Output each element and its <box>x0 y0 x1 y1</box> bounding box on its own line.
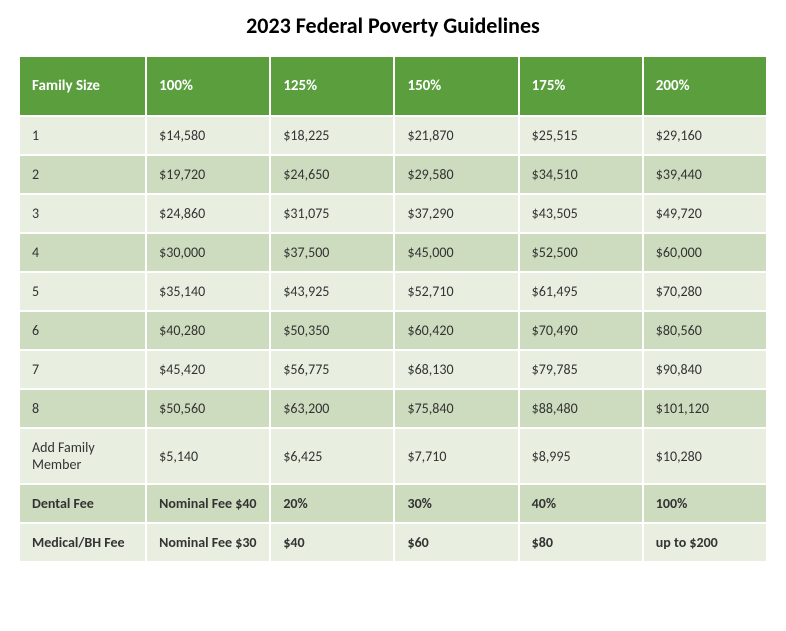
table-row: 6$40,280$50,350$60,420$70,490$80,560 <box>19 311 767 350</box>
table-cell: 20% <box>270 484 394 523</box>
table-cell: 4 <box>19 233 146 272</box>
table-cell: $24,650 <box>270 155 394 194</box>
table-row: 4$30,000$37,500$45,000$52,500$60,000 <box>19 233 767 272</box>
table-cell: 1 <box>19 116 146 155</box>
col-header-family-size: Family Size <box>19 56 146 116</box>
table-cell: $75,840 <box>394 389 518 428</box>
table-body: 1$14,580$18,225$21,870$25,515$29,1602$19… <box>19 116 767 562</box>
table-cell: $79,785 <box>519 350 643 389</box>
table-cell: $49,720 <box>643 194 767 233</box>
page-title: 2023 Federal Poverty Guidelines <box>18 12 768 39</box>
table-cell: $37,500 <box>270 233 394 272</box>
col-header-100: 100% <box>146 56 270 116</box>
table-cell: $10,280 <box>643 428 767 484</box>
table-cell: $40,280 <box>146 311 270 350</box>
table-cell: $6,425 <box>270 428 394 484</box>
table-cell: 100% <box>643 484 767 523</box>
table-cell: $43,925 <box>270 272 394 311</box>
table-cell: $52,710 <box>394 272 518 311</box>
col-header-150: 150% <box>394 56 518 116</box>
table-row: Add Family Member$5,140$6,425$7,710$8,99… <box>19 428 767 484</box>
table-row: 5$35,140$43,925$52,710$61,495$70,280 <box>19 272 767 311</box>
table-cell: $63,200 <box>270 389 394 428</box>
table-cell: $30,000 <box>146 233 270 272</box>
table-cell: $18,225 <box>270 116 394 155</box>
table-cell: $70,490 <box>519 311 643 350</box>
table-row: 8$50,560$63,200$75,840$88,480$101,120 <box>19 389 767 428</box>
table-cell: $80 <box>519 523 643 562</box>
table-cell: 6 <box>19 311 146 350</box>
table-row: 3$24,860$31,075$37,290$43,505$49,720 <box>19 194 767 233</box>
table-cell: $5,140 <box>146 428 270 484</box>
table-cell: $50,350 <box>270 311 394 350</box>
table-cell: Medical/BH Fee <box>19 523 146 562</box>
table-cell: 30% <box>394 484 518 523</box>
table-cell: $101,120 <box>643 389 767 428</box>
table-cell: $61,495 <box>519 272 643 311</box>
table-cell: $45,000 <box>394 233 518 272</box>
col-header-200: 200% <box>643 56 767 116</box>
table-cell: Nominal Fee $40 <box>146 484 270 523</box>
table-cell: $40 <box>270 523 394 562</box>
table-cell: $60 <box>394 523 518 562</box>
table-cell: 3 <box>19 194 146 233</box>
col-header-175: 175% <box>519 56 643 116</box>
table-cell: 2 <box>19 155 146 194</box>
table-cell: $29,160 <box>643 116 767 155</box>
table-cell: 5 <box>19 272 146 311</box>
table-cell: $35,140 <box>146 272 270 311</box>
table-cell: $52,500 <box>519 233 643 272</box>
table-cell: $37,290 <box>394 194 518 233</box>
table-cell: $80,560 <box>643 311 767 350</box>
table-row: Medical/BH FeeNominal Fee $30$40$60$80 u… <box>19 523 767 562</box>
table-cell: $21,870 <box>394 116 518 155</box>
table-cell: $43,505 <box>519 194 643 233</box>
table-cell: 40% <box>519 484 643 523</box>
table-cell: Nominal Fee $30 <box>146 523 270 562</box>
table-cell: Dental Fee <box>19 484 146 523</box>
table-cell: $25,515 <box>519 116 643 155</box>
table-cell: $39,440 <box>643 155 767 194</box>
table-cell: $50,560 <box>146 389 270 428</box>
table-cell: Add Family Member <box>19 428 146 484</box>
table-row: 1$14,580$18,225$21,870$25,515$29,160 <box>19 116 767 155</box>
table-cell: 7 <box>19 350 146 389</box>
table-cell: $31,075 <box>270 194 394 233</box>
table-cell: $70,280 <box>643 272 767 311</box>
table-cell: $29,580 <box>394 155 518 194</box>
poverty-guidelines-table: Family Size 100% 125% 150% 175% 200% 1$1… <box>18 55 768 563</box>
table-cell: $24,860 <box>146 194 270 233</box>
table-cell: 8 <box>19 389 146 428</box>
table-cell: $60,420 <box>394 311 518 350</box>
table-cell: $45,420 <box>146 350 270 389</box>
table-cell: $60,000 <box>643 233 767 272</box>
col-header-125: 125% <box>270 56 394 116</box>
table-cell: $19,720 <box>146 155 270 194</box>
table-cell: $56,775 <box>270 350 394 389</box>
table-header-row: Family Size 100% 125% 150% 175% 200% <box>19 56 767 116</box>
table-cell: $90,840 <box>643 350 767 389</box>
table-row: Dental FeeNominal Fee $4020%30%40%100% <box>19 484 767 523</box>
table-row: 2$19,720$24,650$29,580$34,510$39,440 <box>19 155 767 194</box>
table-cell: up to $200 <box>643 523 767 562</box>
table-cell: $8,995 <box>519 428 643 484</box>
table-cell: $68,130 <box>394 350 518 389</box>
table-row: 7$45,420$56,775$68,130$79,785$90,840 <box>19 350 767 389</box>
table-cell: $88,480 <box>519 389 643 428</box>
table-cell: $34,510 <box>519 155 643 194</box>
table-cell: $7,710 <box>394 428 518 484</box>
table-cell: $14,580 <box>146 116 270 155</box>
